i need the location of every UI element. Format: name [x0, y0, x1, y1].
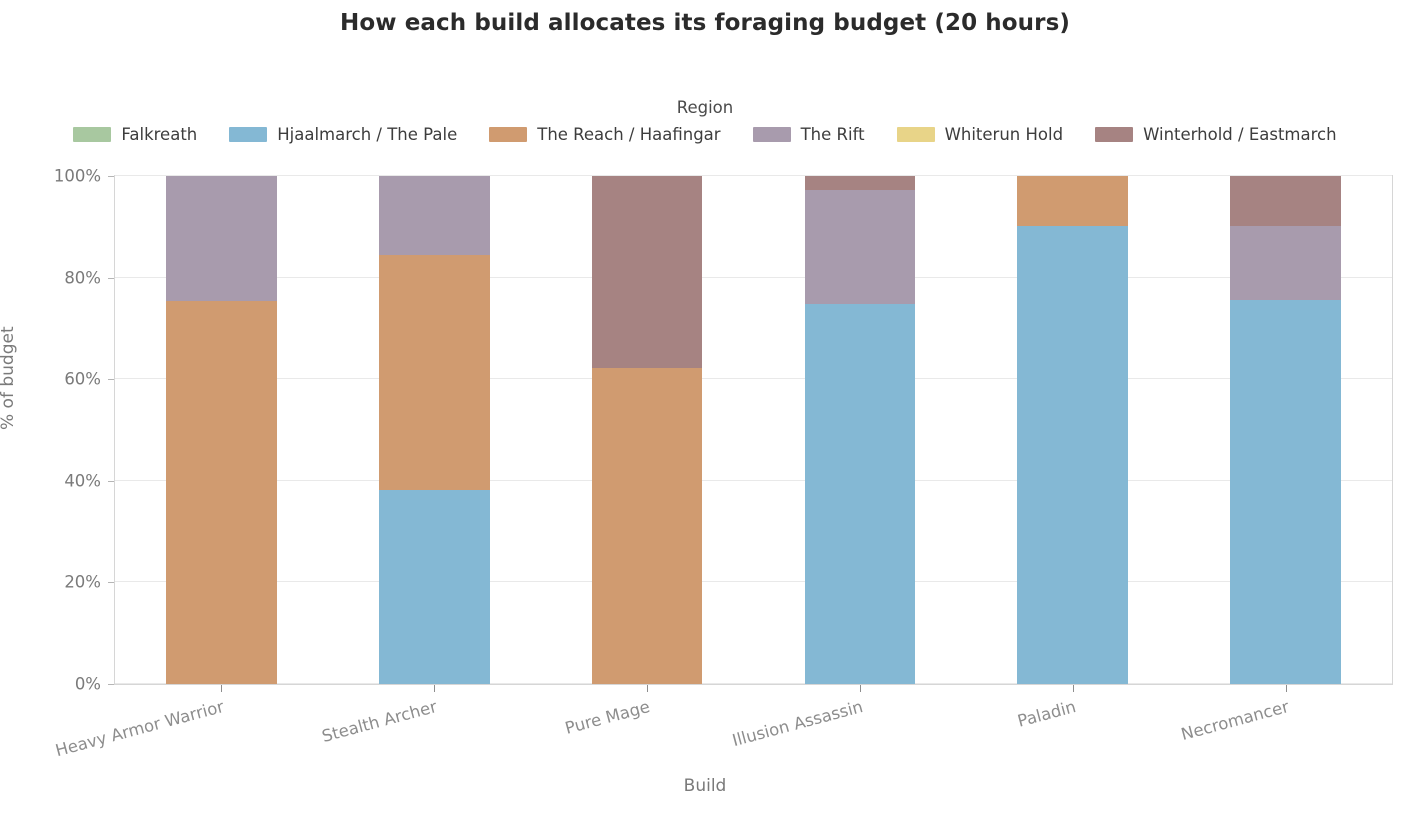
x-tick-mark — [434, 685, 436, 692]
gridline — [115, 276, 1392, 278]
legend-items: Falkreath Hjaalmarch / The Pale The Reach … — [0, 125, 1410, 144]
gridline — [115, 683, 1392, 684]
bar-segment[interactable] — [378, 176, 490, 255]
x-tick-mark — [1072, 685, 1074, 692]
y-tick-mark — [108, 379, 114, 381]
y-tick-mark — [108, 480, 114, 482]
bar-segment[interactable] — [804, 190, 916, 305]
legend-item-label: Falkreath — [121, 125, 198, 144]
legend-item[interactable]: The Reach / Haafingar — [489, 125, 721, 144]
x-tick-mark — [647, 685, 649, 692]
legend-item-label: The Rift — [800, 125, 865, 144]
plot-area — [114, 175, 1393, 685]
legend-swatch-icon — [489, 127, 528, 142]
y-tick-mark — [108, 176, 114, 177]
chart-title: How each build allocates its foraging bu… — [340, 10, 1070, 36]
legend-item[interactable]: The Rift — [752, 125, 865, 144]
x-tick-mark — [1285, 685, 1287, 692]
legend-swatch-icon — [229, 127, 268, 142]
bar-segment[interactable] — [1230, 225, 1341, 300]
bar-group[interactable] — [1230, 176, 1341, 684]
bar-group[interactable] — [591, 176, 703, 684]
x-axis-label: Build — [683, 776, 727, 796]
legend-item-label: The Reach / Haafingar — [537, 125, 721, 144]
x-tick-label: Heavy Armor Warrior — [53, 697, 227, 761]
legend-item-label: Hjaalmarch / The Pale — [277, 125, 458, 144]
legend-item-label: Whiterun Hold — [944, 125, 1064, 144]
x-tick-label: Necromancer — [1178, 697, 1291, 745]
y-axis-label: % of budget — [0, 326, 18, 430]
bar-segment[interactable] — [378, 254, 490, 491]
y-tick-mark — [108, 684, 114, 685]
legend-item[interactable]: Falkreath — [73, 125, 197, 144]
bar-group[interactable] — [804, 176, 916, 684]
legend-swatch-icon — [752, 127, 791, 142]
gridline — [115, 479, 1392, 481]
y-tick-label: 0% — [74, 674, 101, 694]
x-tick-mark — [859, 685, 861, 692]
x-tick-label: Stealth Archer — [320, 697, 440, 746]
bar-group[interactable] — [378, 176, 490, 684]
x-tick-label: Paladin — [1015, 697, 1078, 731]
bar-segment[interactable] — [1230, 176, 1341, 226]
bar-segment[interactable] — [804, 304, 916, 684]
bar-segment[interactable] — [1017, 176, 1129, 226]
bars-layer — [115, 176, 1392, 684]
bar-segment[interactable] — [804, 176, 916, 191]
x-tick-label: Illusion Assassin — [730, 697, 865, 751]
y-tick-mark — [108, 277, 114, 279]
y-tick-label: 60% — [64, 369, 101, 389]
y-tick-mark — [108, 582, 114, 584]
legend-swatch-icon — [896, 127, 935, 142]
gridline — [115, 378, 1392, 380]
legend-swatch-icon — [1095, 127, 1134, 142]
bar-segment[interactable] — [591, 367, 703, 684]
y-tick-label: 100% — [53, 166, 101, 186]
legend-item[interactable]: Whiterun Hold — [896, 125, 1064, 144]
bar-segment[interactable] — [1017, 225, 1129, 684]
y-tick-label: 80% — [64, 268, 101, 288]
bar-segment[interactable] — [591, 176, 703, 368]
x-tick-mark — [221, 685, 223, 692]
legend-title: Region — [676, 98, 734, 117]
legend-swatch-icon — [73, 127, 112, 142]
bar-segment[interactable] — [166, 176, 277, 302]
bar-group[interactable] — [166, 176, 277, 684]
bar-group[interactable] — [1017, 176, 1129, 684]
y-tick-label: 20% — [64, 572, 101, 592]
gridline — [115, 175, 1392, 176]
legend-item-label: Winterhold / Eastmarch — [1143, 125, 1337, 144]
x-tick-label: Pure Mage — [563, 697, 652, 738]
bar-segment[interactable] — [378, 490, 490, 684]
bar-segment[interactable] — [166, 301, 277, 684]
y-tick-label: 40% — [64, 471, 101, 491]
bar-segment[interactable] — [1230, 299, 1341, 684]
legend-item[interactable]: Winterhold / Eastmarch — [1095, 125, 1337, 144]
legend-item[interactable]: Hjaalmarch / The Pale — [229, 125, 457, 144]
gridline — [115, 581, 1392, 583]
legend: Region Falkreath Hjaalmarch / The Pale The… — [0, 98, 1410, 144]
